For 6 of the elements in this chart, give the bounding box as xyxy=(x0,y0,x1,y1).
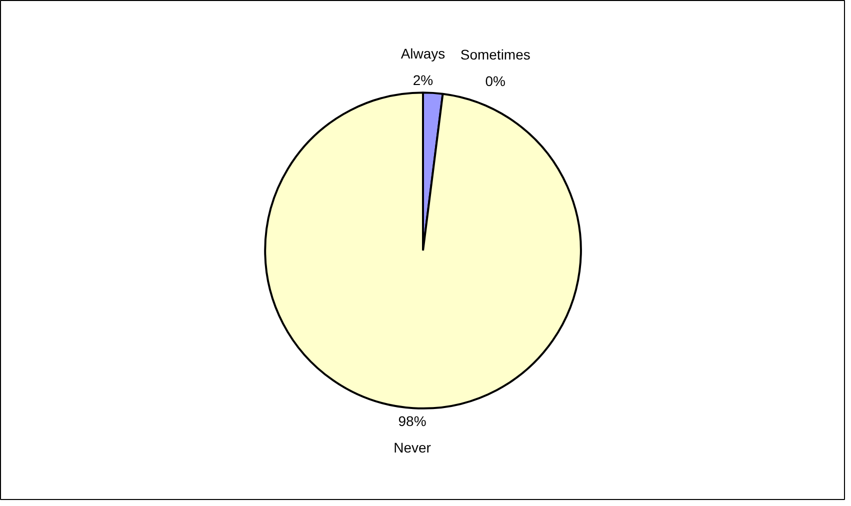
data-label: 2% xyxy=(412,72,434,88)
text: 0% xyxy=(485,72,506,89)
slice-label: Always xyxy=(400,45,446,62)
data-label: 98% xyxy=(398,413,426,430)
category-label: Sometimes xyxy=(460,46,530,62)
slice-label: Never xyxy=(394,440,432,456)
